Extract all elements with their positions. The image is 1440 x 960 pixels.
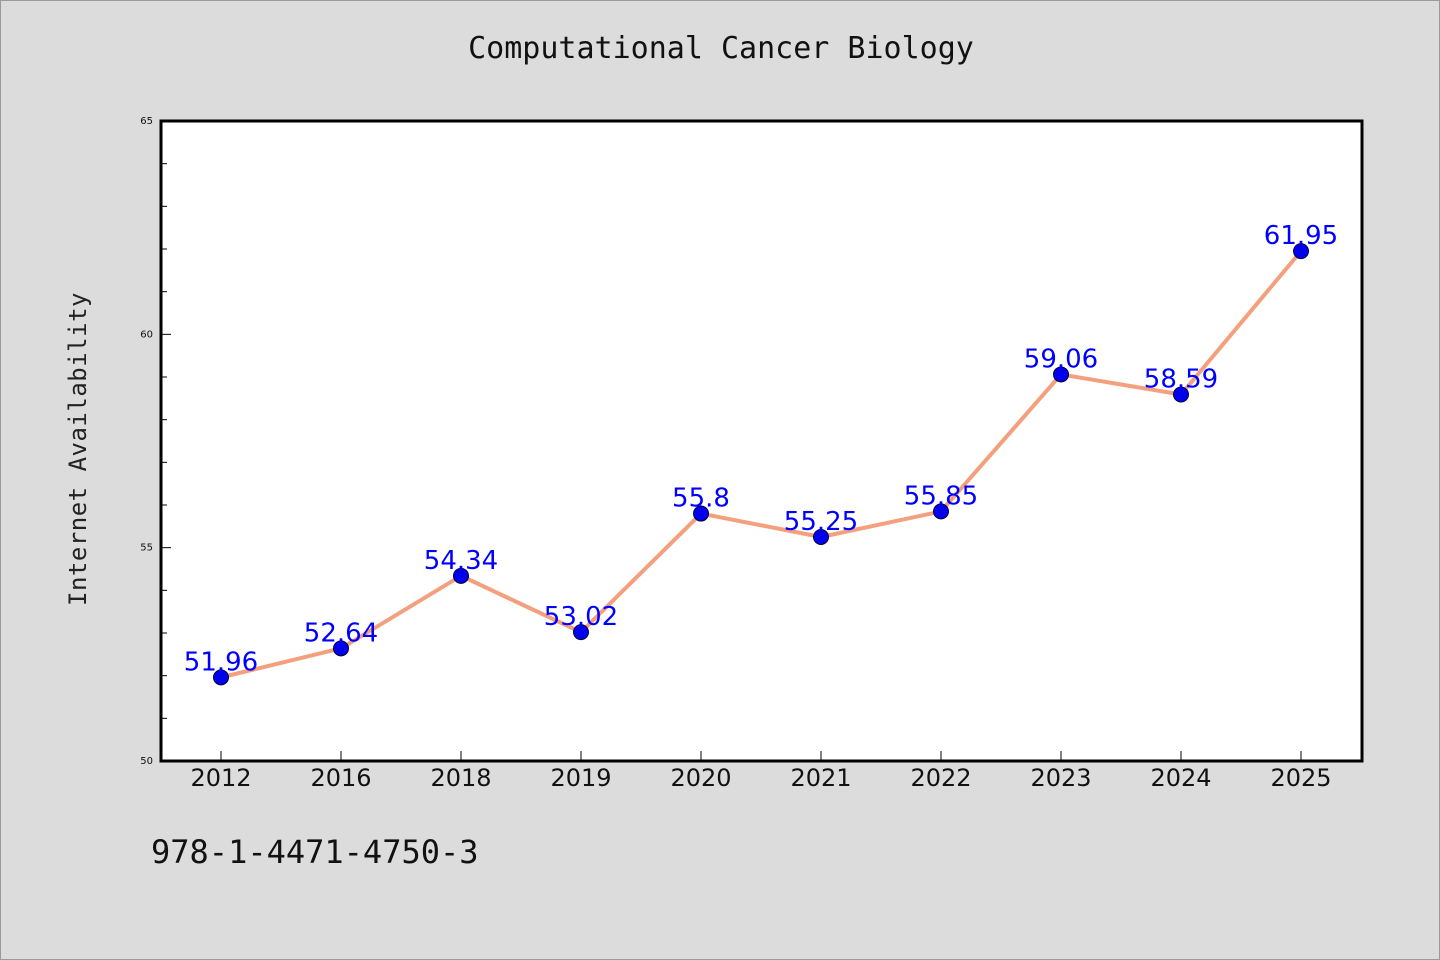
data-point: [813, 529, 829, 545]
x-tick-label: 2025: [1270, 764, 1331, 792]
y-axis-ticks: 50 55 60 65: [140, 116, 171, 767]
data-point: [1053, 366, 1069, 383]
data-point: [453, 567, 469, 584]
y-tick-label: 55: [140, 543, 153, 554]
data-label: 51.96: [184, 647, 258, 677]
x-tick-label: 2022: [910, 764, 971, 792]
chart-title: Computational Cancer Biology: [468, 31, 974, 66]
data-label: 55.8: [672, 484, 730, 514]
data-point: [1293, 243, 1309, 260]
data-point: [693, 505, 709, 522]
x-tick-label: 2023: [1030, 764, 1091, 792]
data-label: 54.34: [424, 546, 498, 576]
x-tick-label: 2018: [430, 764, 491, 792]
x-tick-label: 2012: [190, 764, 251, 792]
data-label: 55.25: [784, 507, 858, 537]
y-tick-label: 65: [140, 116, 153, 127]
data-point: [213, 669, 229, 686]
data-labels: 51.96 52.64 54.34 53.02 55.8 55.25 55.85 59.06 5…: [184, 221, 1338, 677]
data-label: 53.02: [544, 602, 618, 632]
x-axis-ticks: 2012 2016 2018 2019 2020 2021 2022 2023 2024 2025: [190, 751, 1332, 792]
isbn-footnote: 978-1-4471-4750-3: [151, 833, 479, 871]
data-point: [1173, 386, 1189, 403]
data-label: 61.95: [1264, 221, 1338, 251]
x-tick-label: 2016: [310, 764, 371, 792]
series-line: [219, 249, 1303, 680]
y-tick-label: 50: [140, 756, 153, 767]
x-tick-label: 2021: [790, 764, 851, 792]
data-label: 52.64: [304, 618, 378, 648]
data-label: 59.06: [1024, 344, 1098, 374]
y-tick-label: 60: [140, 329, 153, 340]
x-tick-label: 2019: [550, 764, 611, 792]
plot-area: [159, 119, 1364, 763]
x-tick-label: 2020: [670, 764, 731, 792]
data-point: [573, 624, 589, 641]
data-label: 58.59: [1144, 364, 1218, 394]
series-line-group: [219, 249, 1303, 680]
series-markers: [213, 243, 1309, 686]
data-label: 55.85: [904, 481, 978, 511]
data-point: [333, 640, 349, 657]
x-tick-label: 2024: [1150, 764, 1211, 792]
data-point: [933, 503, 949, 520]
